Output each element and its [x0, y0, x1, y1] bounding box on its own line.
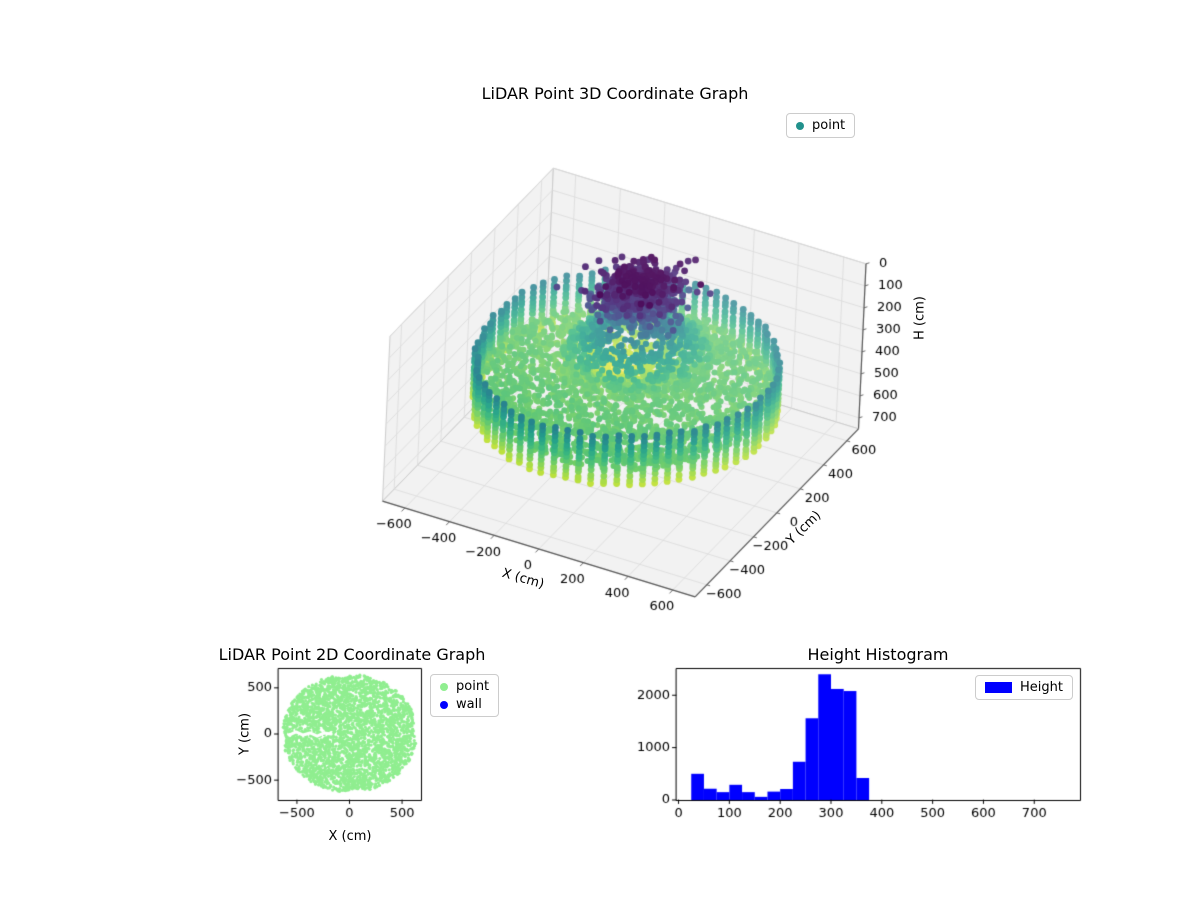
plot2d-legend-label-point: point [456, 679, 490, 694]
plot2d-legend-item-wall: wall [440, 697, 489, 712]
plot3d-zaxis-label: H (cm) [912, 296, 928, 340]
plot3d-legend: point [786, 113, 856, 138]
histogram-legend-item-height: Height [985, 680, 1063, 695]
histogram-legend: Height [975, 675, 1073, 700]
plot3d-legend-item-point: point [796, 118, 845, 133]
plot2d-title: LiDAR Point 2D Coordinate Graph [218, 645, 486, 664]
histogram-legend-label: Height [1020, 680, 1063, 695]
point-marker-icon [796, 121, 804, 130]
point-marker-icon [440, 682, 448, 691]
plot2d-xaxis-label: X (cm) [328, 829, 372, 844]
histogram-title: Height Histogram [807, 645, 949, 664]
wall-marker-icon [440, 700, 448, 709]
plot3d-legend-label: point [812, 118, 846, 133]
plot3d-title: LiDAR Point 3D Coordinate Graph [481, 84, 749, 103]
plot2d-legend: point wall [430, 674, 500, 717]
plot2d-legend-label-wall: wall [456, 697, 482, 712]
height-bar-marker-icon [985, 682, 1012, 693]
plot2d-legend-item-point: point [440, 679, 489, 694]
plot2d-yaxis-label: Y (cm) [237, 712, 253, 756]
